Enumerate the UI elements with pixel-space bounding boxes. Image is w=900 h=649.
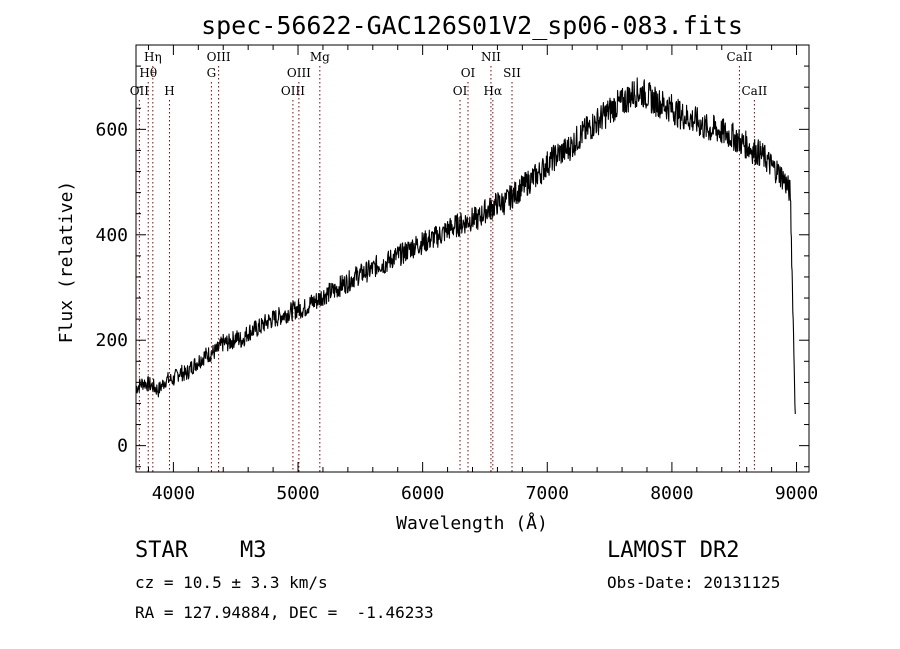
x-axis-label: Wavelength (Å) (396, 512, 548, 534)
object-subclass: M3 (240, 538, 267, 563)
y-tick-label: 600 (95, 119, 128, 140)
line-label-7: OIII (287, 66, 311, 80)
chart-title: spec-56622-GAC126S01V2_sp06-083.fits (201, 11, 743, 40)
line-label-9: OI (453, 84, 468, 98)
plot-frame (135, 44, 810, 473)
line-label-1: Hθ (139, 66, 157, 80)
y-tick-label: 0 (117, 436, 128, 457)
line-label-5: OIII (207, 50, 231, 64)
coordinates: RA = 127.94884, DEC = -1.46233 (135, 603, 434, 622)
line-label-6: OIII (281, 84, 305, 98)
line-label-4: G (207, 66, 217, 80)
line-label-15: CaII (741, 84, 767, 98)
line-label-10: OI (461, 66, 476, 80)
line-label-2: Hη (144, 50, 162, 64)
spectrum-series-line (135, 77, 796, 415)
line-label-0: OII (130, 84, 150, 98)
y-tick-label: 200 (95, 330, 128, 351)
line-label-8: Mg (310, 50, 330, 64)
x-tick-label: 8000 (650, 483, 693, 504)
line-label-11: NII (481, 50, 501, 64)
x-axis-ticks: 4000 5000 6000 7000 8000 9000 (147, 45, 818, 504)
redshift-value: cz = 10.5 ± 3.3 km/s (135, 573, 328, 592)
line-label-13: SII (503, 66, 521, 80)
line-label-3: H (164, 84, 174, 98)
x-tick-label: 4000 (152, 483, 195, 504)
x-tick-label: 7000 (526, 483, 569, 504)
y-tick-label: 400 (95, 225, 128, 246)
x-tick-label: 5000 (276, 483, 319, 504)
survey-name: LAMOST DR2 (607, 538, 740, 563)
line-label-12: Hα (484, 84, 503, 98)
observation-date: Obs-Date: 20131125 (607, 573, 781, 592)
x-tick-label: 9000 (775, 483, 818, 504)
y-axis-label: Flux (relative) (56, 181, 77, 344)
y-axis-ticks: 0 200 400 600 (95, 44, 809, 468)
line-label-14: CaII (727, 50, 753, 64)
x-tick-label: 6000 (401, 483, 444, 504)
object-class: STAR (135, 538, 188, 563)
